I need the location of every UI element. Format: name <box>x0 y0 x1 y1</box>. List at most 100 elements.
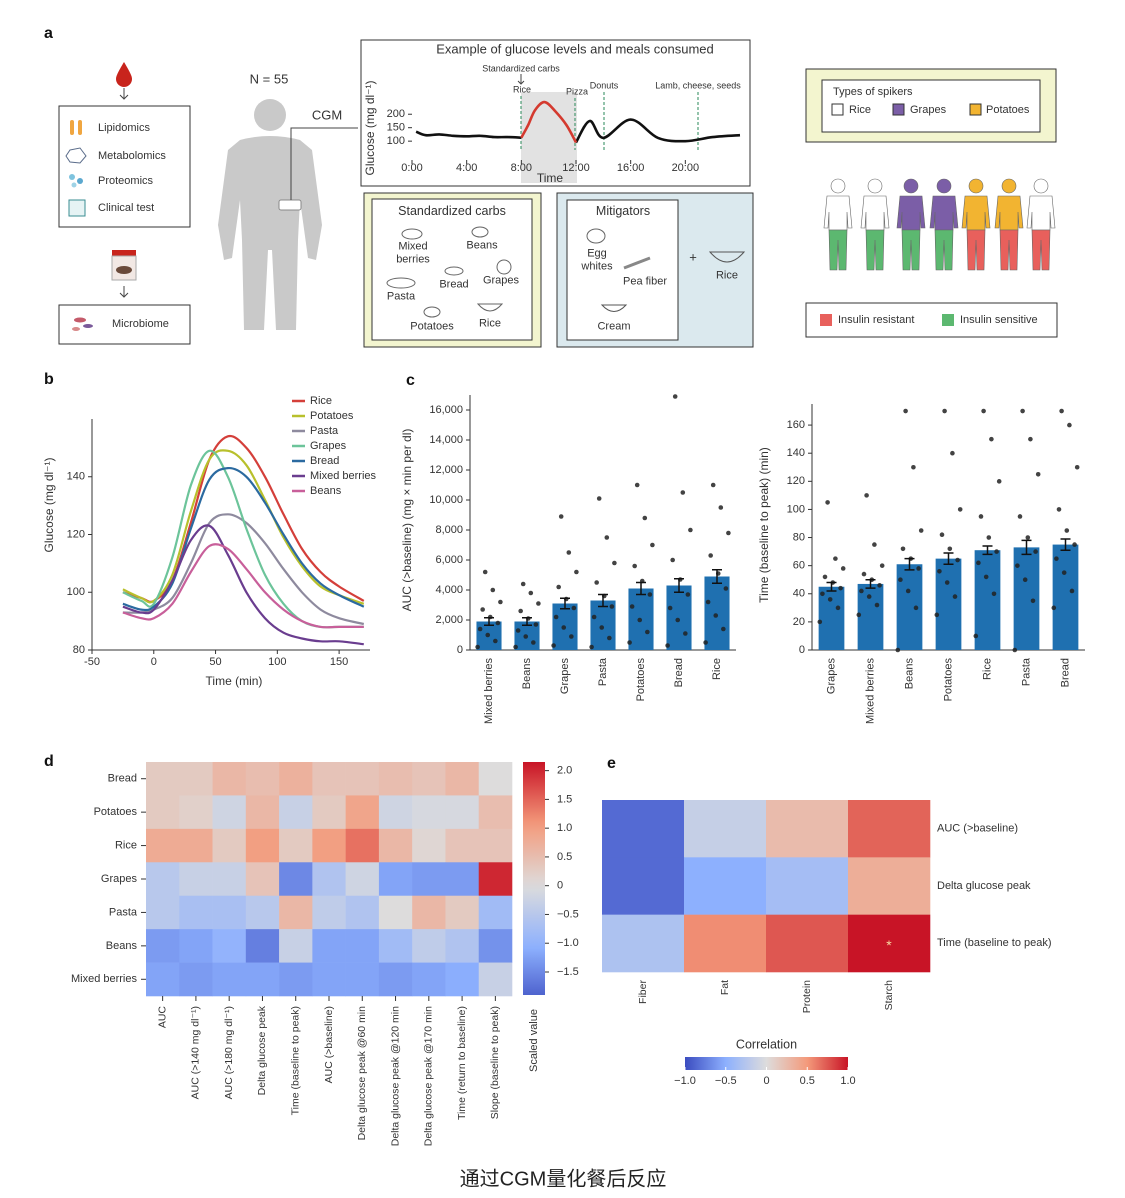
cgm-label: CGM <box>311 107 343 123</box>
heatmap-cell <box>378 795 413 830</box>
heatmap-cell <box>212 828 247 863</box>
heatmap-cell <box>146 795 180 830</box>
data-point <box>994 549 999 554</box>
row-label: Grapes <box>101 873 138 885</box>
legend-label: Grapes <box>310 440 347 452</box>
data-point <box>944 580 950 585</box>
cell-annotation: * <box>886 937 892 953</box>
blood-drop <box>116 62 132 87</box>
colorbar-tick-label: 0.5 <box>800 1075 815 1087</box>
heatmap-cell <box>179 828 213 863</box>
mitigator-item: Egg whites <box>581 247 613 272</box>
heatmap-cell <box>478 962 513 997</box>
person-head <box>968 178 984 194</box>
data-point <box>1064 528 1070 533</box>
heatmap-cell <box>684 857 767 915</box>
error-bar <box>636 581 646 596</box>
data-point <box>950 450 955 456</box>
data-point <box>934 612 940 618</box>
column-label: Time (return to baseline) <box>456 1006 468 1120</box>
colorbar-tick-label: −1.0 <box>674 1075 696 1087</box>
column-label: AUC (>baseline) <box>323 1006 335 1083</box>
carb-item: Grapes <box>482 274 520 287</box>
data-point <box>911 464 916 470</box>
heatmap-cell <box>212 795 247 830</box>
data-point <box>976 560 981 566</box>
heatmap-cell <box>312 828 346 863</box>
column-label: Delta glucose peak @60 min <box>356 1006 368 1141</box>
data-point <box>989 436 994 442</box>
heatmap-cell <box>245 895 280 930</box>
heatmap-cell <box>378 929 413 963</box>
heatmap-cell <box>412 795 446 830</box>
panel-label: a <box>44 25 53 42</box>
heatmap-cell <box>766 857 849 915</box>
y-tick-label: 0 <box>457 644 463 656</box>
heatmap-cell <box>179 762 213 796</box>
bar <box>818 586 845 650</box>
proteomics-icon <box>71 182 77 188</box>
data-point <box>708 553 713 558</box>
x-tick-label: 16:00 <box>617 162 645 174</box>
human-body <box>218 136 322 330</box>
data-point <box>665 643 670 648</box>
data-point <box>551 643 556 648</box>
heatmap-cell <box>848 800 931 858</box>
clinical-icon <box>68 199 86 217</box>
person-head <box>867 178 883 194</box>
heatmap-cell <box>445 828 480 863</box>
data-point <box>647 592 653 597</box>
data-point <box>493 638 498 644</box>
data-point <box>594 580 599 585</box>
row-label: Rice <box>115 839 137 851</box>
heatmap-cell <box>602 914 685 973</box>
data-point <box>1020 408 1025 414</box>
x-tick-label: 50 <box>209 656 221 668</box>
data-point <box>1061 570 1067 575</box>
person-legs <box>966 229 986 271</box>
data-point <box>877 583 882 588</box>
insulin-item: Insulin resistant <box>838 314 915 326</box>
data-point <box>718 505 724 510</box>
data-point <box>520 581 526 587</box>
mitigators-inner <box>566 199 679 341</box>
chart-title: Example of glucose levels and meals cons… <box>436 41 713 56</box>
arrow <box>517 74 525 85</box>
data-point <box>991 591 997 597</box>
y-tick-label: 16,000 <box>429 404 463 416</box>
cgm-connector <box>290 127 358 200</box>
cgm-sensor <box>278 199 302 211</box>
heatmap-cell <box>378 862 413 897</box>
heatmap-cell <box>412 762 446 796</box>
y-tick-label: 80 <box>73 644 85 656</box>
data-point <box>1030 598 1036 604</box>
series-line <box>122 524 364 646</box>
metabolomics-icon <box>65 147 87 164</box>
data-point <box>645 629 650 635</box>
column-label: Delta glucose peak @170 min <box>423 1006 435 1146</box>
carb-item: Bread <box>439 278 469 291</box>
x-axis-label: Time <box>537 171 564 185</box>
standardized-window <box>521 92 577 183</box>
heatmap-cell <box>146 762 180 796</box>
data-point <box>556 584 561 590</box>
person-legs <box>865 229 885 271</box>
heatmap-cell <box>345 828 380 863</box>
data-point <box>1069 588 1075 594</box>
data-point <box>952 594 958 599</box>
annotation: Lamb, cheese, seeds <box>655 80 741 90</box>
heatmap-cell <box>146 929 180 963</box>
row-label: Beans <box>106 940 138 952</box>
heatmap-cell <box>146 828 180 863</box>
data-point <box>1067 422 1072 428</box>
data-point <box>817 619 823 625</box>
y-tick-label: 120 <box>787 475 805 487</box>
data-point <box>685 592 691 597</box>
y-tick-label: 12,000 <box>429 464 463 476</box>
data-point <box>947 546 953 552</box>
x-tick-label: Grapes <box>559 658 571 695</box>
bar <box>974 550 1001 650</box>
person-head <box>1001 178 1017 194</box>
food-icon <box>496 259 512 275</box>
